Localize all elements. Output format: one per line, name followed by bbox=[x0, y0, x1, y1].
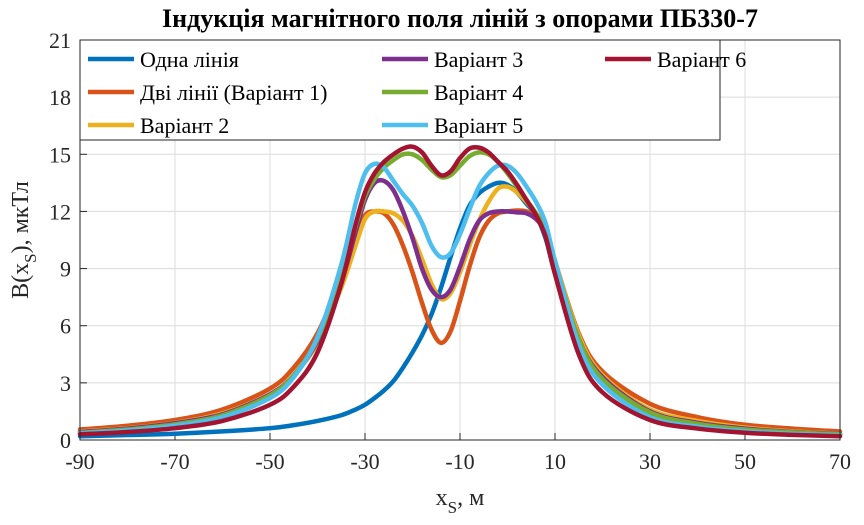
series-line-6 bbox=[77, 161, 843, 438]
series-line-7 bbox=[77, 144, 843, 439]
y-tick-label: 12 bbox=[49, 199, 71, 224]
legend-label: Одна лінія bbox=[140, 47, 239, 72]
y-tick-label: 6 bbox=[60, 314, 71, 339]
y-axis-label: B(xS), мкТл bbox=[8, 181, 40, 299]
y-tick-label: 9 bbox=[60, 257, 71, 282]
y-tick-labels: 0 3 6 9 12 15 18 21 bbox=[49, 28, 71, 453]
x-tick-label: 30 bbox=[639, 449, 661, 474]
legend-label: Варіант 2 bbox=[140, 113, 229, 138]
x-tick-label: 10 bbox=[544, 449, 566, 474]
x-tick-label: -90 bbox=[65, 449, 94, 474]
y-tick-label: 15 bbox=[49, 142, 71, 167]
y-tick-label: 3 bbox=[60, 371, 71, 396]
x-tick-label: -50 bbox=[255, 449, 284, 474]
x-tick-label: -70 bbox=[160, 449, 189, 474]
x-tick-labels: -90 -70 -50 -30 -10 10 30 50 70 bbox=[65, 449, 851, 474]
legend-label: Дві лінії (Варіант 1) bbox=[140, 80, 327, 105]
legend-label: Варіант 4 bbox=[434, 80, 523, 105]
legend-label: Варіант 6 bbox=[657, 47, 746, 72]
legend: Одна лінія Дві лінії (Варіант 1) Варіант 2… bbox=[79, 39, 746, 141]
legend-label: Варіант 5 bbox=[434, 113, 523, 138]
legend-label: Варіант 3 bbox=[434, 47, 523, 72]
x-axis-label: xS, м bbox=[436, 485, 485, 517]
chart-title: Індукція магнітного поля ліній з опорами… bbox=[162, 4, 758, 33]
y-tick-label: 0 bbox=[60, 428, 71, 453]
series-layer bbox=[77, 144, 843, 439]
x-tick-label: -10 bbox=[445, 449, 474, 474]
x-tick-label: 70 bbox=[829, 449, 851, 474]
y-tick-label: 21 bbox=[49, 28, 71, 53]
y-tick-label: 18 bbox=[49, 85, 71, 110]
x-tick-label: -30 bbox=[350, 449, 379, 474]
x-tick-label: 50 bbox=[734, 449, 756, 474]
